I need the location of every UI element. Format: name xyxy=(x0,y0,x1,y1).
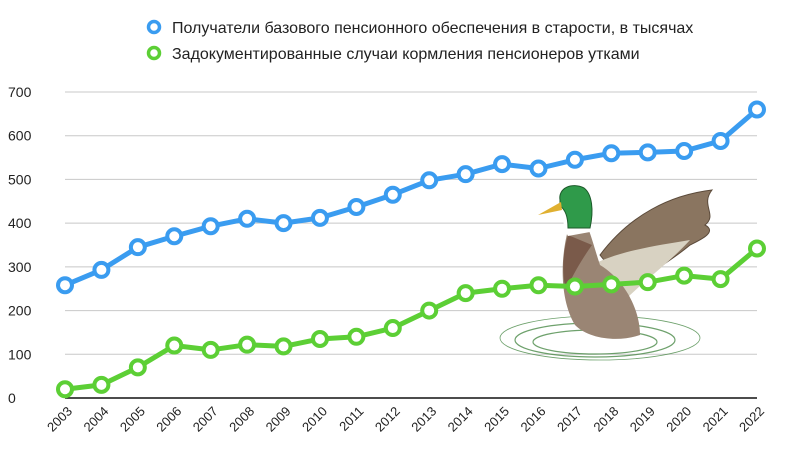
data-point-0-2011 xyxy=(347,197,366,216)
legend-label-pensioners: Получатели базового пенсионного обеспече… xyxy=(172,20,693,37)
data-point-0-2021 xyxy=(711,131,730,150)
x-tick-label: 2013 xyxy=(408,404,439,435)
legend-item-duck-feeding: Задокументированные случаи кормления пен… xyxy=(146,45,640,63)
legend-label-duck-feeding: Задокументированные случаи кормления пен… xyxy=(172,46,640,63)
data-point-0-2019 xyxy=(638,143,657,162)
data-point-1-2009 xyxy=(274,337,293,356)
data-point-1-2022 xyxy=(748,239,766,258)
y-tick-label: 500 xyxy=(8,171,32,187)
x-tick-label: 2012 xyxy=(372,404,403,435)
data-point-0-2012 xyxy=(383,185,402,204)
x-axis: 2003 2004 2005 2006 2007 2008 2009 2010 2011 2012… xyxy=(44,404,767,435)
x-tick-label: 2015 xyxy=(481,404,512,435)
data-point-0-2018 xyxy=(602,144,621,163)
data-point-0-2014 xyxy=(456,165,475,184)
data-point-0-2022 xyxy=(748,100,766,119)
data-point-1-2012 xyxy=(383,319,402,338)
data-point-1-2015 xyxy=(493,279,512,298)
data-point-1-2013 xyxy=(420,301,439,320)
data-point-0-2016 xyxy=(529,159,548,178)
data-point-1-2004 xyxy=(92,375,111,394)
data-point-1-2003 xyxy=(56,380,74,399)
x-tick-label: 2022 xyxy=(736,404,767,435)
x-tick-label: 2010 xyxy=(299,404,330,435)
x-tick-label: 2020 xyxy=(663,404,694,435)
x-tick-label: 2005 xyxy=(117,404,148,435)
grid xyxy=(65,91,757,399)
data-point-0-2010 xyxy=(310,208,329,227)
legend-marker-pensioners xyxy=(146,19,162,35)
x-tick-label: 2003 xyxy=(44,404,75,435)
data-point-0-2015 xyxy=(493,155,512,174)
x-tick-label: 2008 xyxy=(226,404,257,435)
data-point-1-2010 xyxy=(310,329,329,348)
y-tick-label: 400 xyxy=(8,215,32,231)
x-tick-label: 2017 xyxy=(554,404,585,435)
x-tick-label: 2009 xyxy=(263,404,294,435)
data-point-1-2008 xyxy=(238,335,257,354)
x-tick-label: 2014 xyxy=(445,404,476,435)
y-axis: 0 100 200 300 400 500 600 700 xyxy=(8,84,32,406)
data-point-1-2016 xyxy=(529,276,548,295)
data-point-0-2005 xyxy=(128,238,147,257)
legend-marker-duck-feeding xyxy=(146,45,162,61)
data-point-1-2006 xyxy=(165,336,184,355)
data-point-0-2008 xyxy=(238,209,257,228)
x-tick-label: 2006 xyxy=(153,404,184,435)
data-point-0-2006 xyxy=(165,227,184,246)
data-point-0-2007 xyxy=(201,217,220,236)
y-tick-label: 200 xyxy=(8,303,32,319)
x-tick-label: 2004 xyxy=(80,404,111,435)
data-point-1-2019 xyxy=(638,273,657,292)
duck-head xyxy=(559,185,593,229)
y-tick-label: 700 xyxy=(8,84,32,100)
y-tick-label: 100 xyxy=(8,346,32,362)
data-point-1-2005 xyxy=(128,358,147,377)
x-tick-label: 2016 xyxy=(518,404,549,435)
x-tick-label: 2018 xyxy=(590,404,621,435)
duck-breast xyxy=(563,235,592,290)
legend-item-pensioners: Получатели базового пенсионного обеспече… xyxy=(146,19,693,37)
data-point-1-2014 xyxy=(456,284,475,303)
duck-beak xyxy=(538,202,562,215)
series-pensioners-layer xyxy=(56,100,766,295)
data-point-0-2013 xyxy=(420,171,439,190)
data-point-1-2021 xyxy=(711,270,730,289)
data-point-0-2017 xyxy=(565,150,584,169)
data-point-0-2020 xyxy=(675,142,694,161)
x-tick-label: 2019 xyxy=(627,404,658,435)
legend: Получатели базового пенсионного обеспече… xyxy=(146,19,693,63)
y-tick-label: 300 xyxy=(8,259,32,275)
y-tick-label: 600 xyxy=(8,128,32,144)
data-point-0-2009 xyxy=(274,214,293,233)
data-point-0-2004 xyxy=(92,260,111,279)
series-duck-feeding-layer xyxy=(56,239,766,399)
data-point-1-2018 xyxy=(602,275,621,294)
data-point-1-2017 xyxy=(565,277,584,296)
data-point-1-2020 xyxy=(675,266,694,285)
data-point-0-2003 xyxy=(56,276,74,295)
x-tick-label: 2011 xyxy=(336,404,366,434)
data-point-1-2011 xyxy=(347,327,366,346)
x-tick-label: 2021 xyxy=(700,404,731,435)
x-tick-label: 2007 xyxy=(190,404,221,435)
y-tick-label: 0 xyxy=(8,390,16,406)
data-point-1-2007 xyxy=(201,340,220,359)
